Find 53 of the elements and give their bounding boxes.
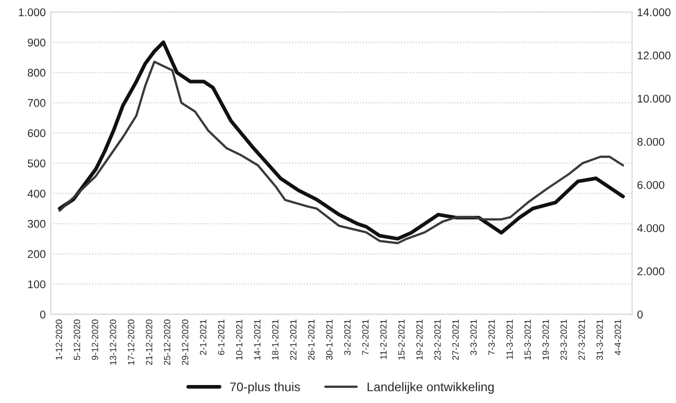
x-tick-label: 25-12-2020 [164, 320, 170, 365]
x-tick-label: 3-2-2021 [344, 320, 351, 355]
x-tick-label: 15-2-2021 [398, 320, 405, 360]
x-tick-label: 11-3-2021 [506, 320, 513, 359]
y-tick-label: 600 [28, 129, 46, 138]
x-tick-label: 26-1-2021 [308, 320, 315, 360]
y2-tick-label: 2.000 [637, 267, 664, 276]
x-tick-label: 27-3-2021 [578, 320, 585, 360]
x-tick-label: 11-2-2021 [380, 320, 387, 359]
y2-tick-label: 0 [637, 310, 643, 318]
legend-label: Landelijke ontwikkeling [368, 382, 494, 394]
x-tick-label: 27-2-2021 [452, 320, 459, 360]
x-tick-label: 23-3-2021 [560, 320, 567, 360]
legend-label: 70-plus thuis [230, 382, 300, 394]
x-tick-label: 19-3-2021 [542, 320, 549, 360]
y-tick-label: 400 [28, 190, 46, 198]
y-tick-label: 200 [28, 250, 46, 258]
x-tick-label: 6-1-2021 [218, 320, 224, 355]
x-tick-label: 9-12-2020 [92, 320, 98, 360]
x-tick-label: 13-12-2020 [110, 320, 116, 365]
x-tick-label: 19-2-2021 [416, 320, 423, 360]
y2-tick-label: 10.000 [638, 94, 670, 103]
x-tick-label: 5-12-2020 [74, 320, 80, 360]
y2-tick-label: 4.000 [637, 224, 664, 232]
x-tick-label: 7-2-2021 [362, 320, 369, 355]
y2-tick-label: 14.000 [638, 8, 670, 16]
x-tick-label: 14-1-2021 [254, 320, 260, 360]
y2-tick-label: 6.000 [637, 181, 664, 189]
x-tick-label: 29-12-2020 [182, 320, 188, 365]
y-tick-label: 1.000 [18, 8, 46, 16]
x-tick-label: 1-12-2020 [56, 320, 62, 360]
x-tick-label: 4-4-2021 [614, 320, 621, 356]
y2-tick-label: 12.000 [638, 52, 670, 60]
x-tick-label: 21-12-2020 [146, 320, 152, 365]
x-tick-label: 22-1-2021 [290, 320, 296, 360]
x-tick-label: 2-1-2021 [200, 320, 206, 355]
y-tick-label: 500 [28, 159, 46, 168]
y-tick-label: 700 [28, 99, 46, 107]
x-tick-label: 10-1-2021 [236, 320, 242, 360]
x-tick-label: 3-3-2021 [470, 320, 477, 355]
y-tick-label: 100 [28, 280, 46, 288]
y2-tick-label: 8.000 [637, 138, 664, 146]
x-tick-label: 18-1-2021 [272, 320, 278, 360]
x-tick-label: 15-3-2021 [524, 320, 531, 360]
x-tick-label: 7-3-2021 [488, 320, 495, 355]
x-tick-label: 30-1-2021 [326, 320, 333, 360]
y-tick-label: 300 [28, 220, 46, 228]
x-tick-label: 31-3-2021 [596, 320, 603, 360]
y-tick-label: 800 [28, 68, 46, 77]
y-tick-label: 0 [40, 310, 46, 318]
x-tick-label: 17-12-2020 [128, 320, 134, 365]
y-tick-label: 900 [28, 38, 46, 46]
x-tick-label: 23-2-2021 [434, 320, 441, 360]
